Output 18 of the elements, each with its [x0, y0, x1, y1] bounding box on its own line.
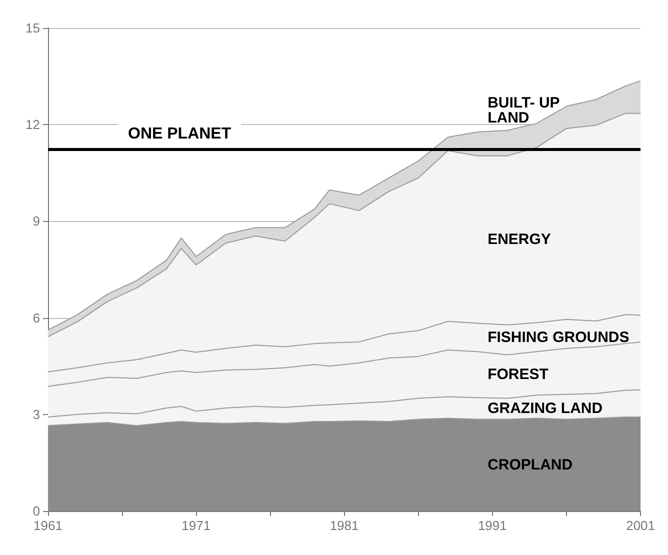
- x-tick-label: 1981: [330, 518, 359, 533]
- x-tick-label: 2001: [626, 518, 655, 533]
- series-label: ENERGY: [488, 231, 551, 248]
- ref-line-label: ONE PLANET: [128, 125, 232, 142]
- series-label: FOREST: [488, 366, 548, 384]
- x-tick-label: 1961: [34, 518, 62, 533]
- y-tick-label: 15: [26, 20, 40, 36]
- y-tick-label: 3: [32, 406, 40, 422]
- x-tick-label: 1971: [182, 518, 211, 533]
- y-tick-label: 0: [32, 504, 40, 518]
- x-tick-label: 1991: [478, 518, 507, 533]
- series-label: CROPLAND: [488, 456, 573, 474]
- series-label: BUILT- UP LAND: [488, 94, 564, 127]
- series-label: GRAZING LAND: [488, 400, 603, 417]
- y-tick-label: 9: [32, 214, 40, 229]
- series-label: FISHING GROUNDS: [488, 328, 630, 346]
- y-tick-label: 12: [26, 117, 40, 132]
- y-tick-label: 6: [32, 310, 40, 326]
